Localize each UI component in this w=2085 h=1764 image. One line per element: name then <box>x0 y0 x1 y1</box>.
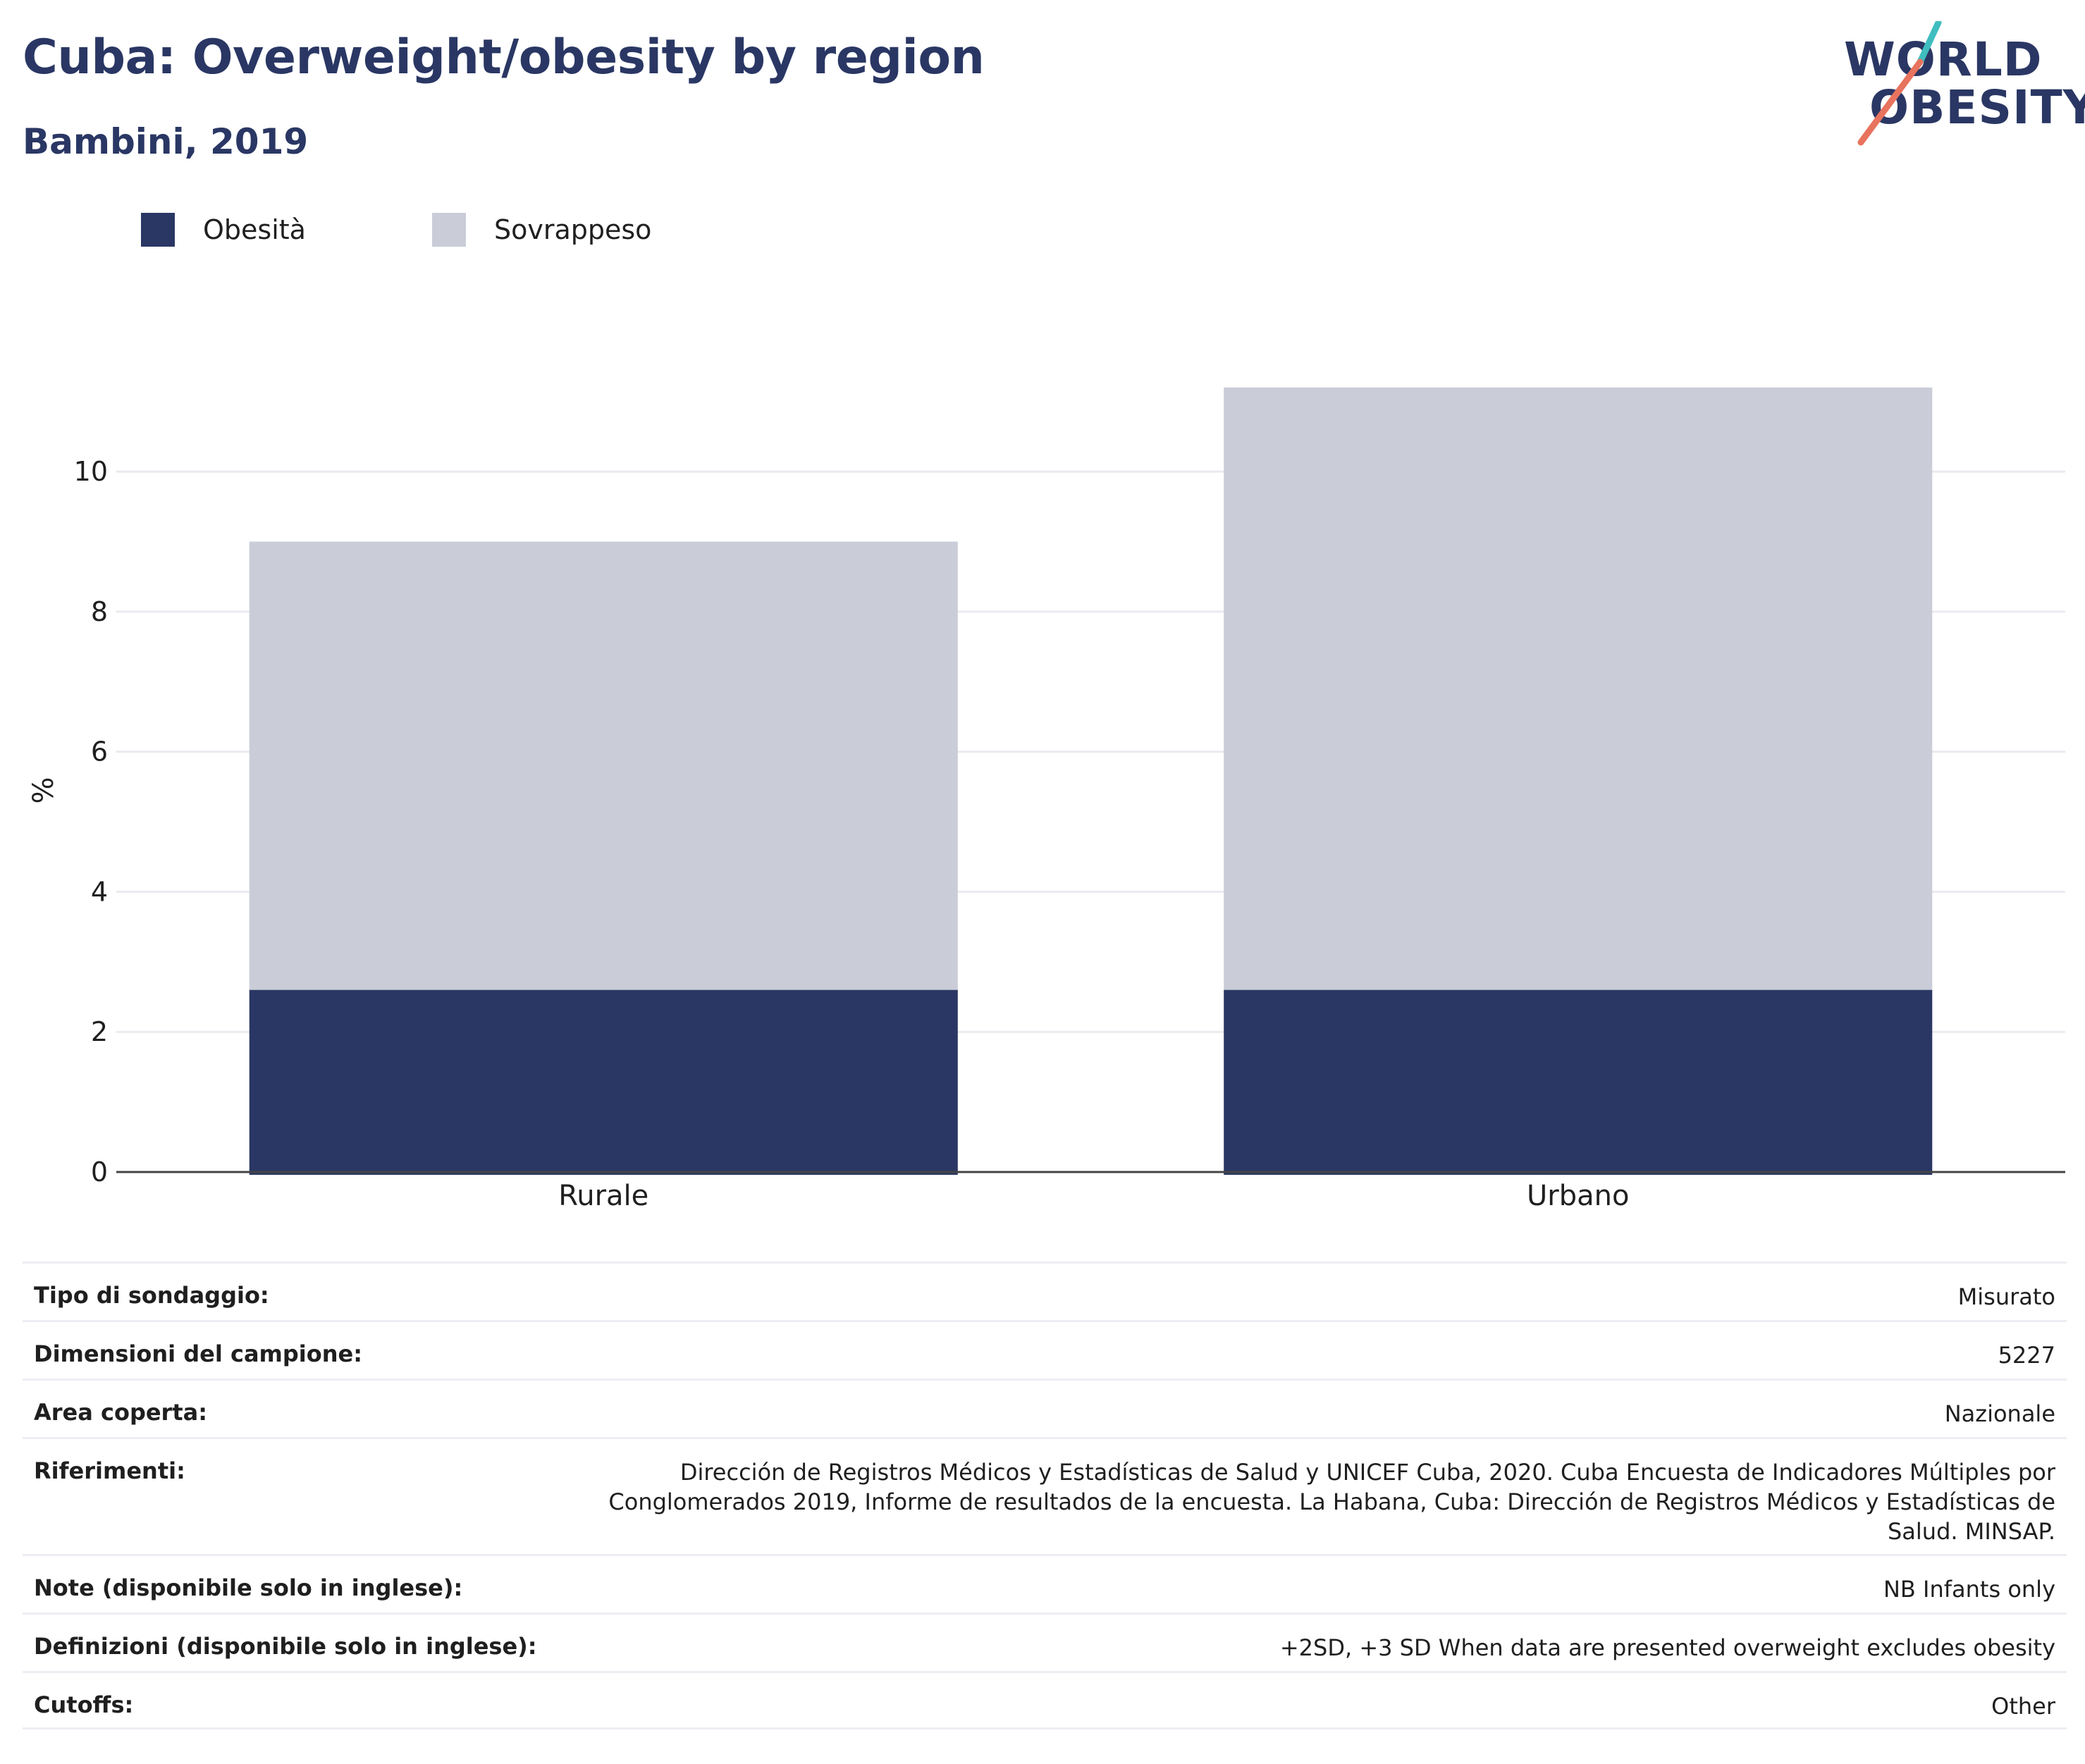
chart-subtitle: Bambini, 2019 <box>23 121 309 162</box>
x-tick-label: Urbano <box>1527 1180 1629 1212</box>
bar-overweight <box>249 541 958 990</box>
bar-overweight <box>1224 387 1933 990</box>
legend-label-obesity: Obesità <box>203 214 306 245</box>
info-key: Dimensioni del campione: <box>34 1340 363 1367</box>
info-value: Misurato <box>1957 1283 2055 1310</box>
info-value: +2SD, +3 SD When data are presented over… <box>1279 1634 2055 1661</box>
info-row-definitions: Definizioni (disponibile solo in inglese… <box>23 1612 2067 1671</box>
survey-info-table: Tipo di sondaggio: Misurato Dimensioni d… <box>23 1262 2067 1729</box>
bar-obesity <box>1224 989 1933 1175</box>
y-axis-title: % <box>27 777 60 803</box>
legend-swatch-overweight <box>432 213 466 247</box>
info-value: NB Infants only <box>1883 1576 2055 1603</box>
y-tick-label: 8 <box>91 596 108 627</box>
y-tick-label: 6 <box>91 736 108 767</box>
stacked-bar-chart: 0 2 4 6 8 10% Rurale Urbano <box>27 387 2065 1212</box>
info-value: Dirección de Registros Médicos y Estadís… <box>608 1459 2055 1545</box>
y-tick-label: 10 <box>74 456 108 487</box>
logo-line-1: WORLD <box>1844 32 2043 87</box>
y-tick-label: 4 <box>91 876 108 907</box>
info-key: Riferimenti: <box>34 1457 185 1484</box>
legend-swatch-obesity <box>141 213 175 247</box>
info-row-survey-type: Tipo di sondaggio: Misurato <box>23 1262 2067 1320</box>
bar-obesity <box>249 989 958 1175</box>
info-key: Area coperta: <box>34 1399 208 1426</box>
info-row-notes: Note (disponibile solo in inglese): NB I… <box>23 1554 2067 1612</box>
info-key: Cutoffs: <box>34 1691 134 1718</box>
info-row-references: Riferimenti: Dirección de Registros Médi… <box>23 1437 2067 1554</box>
world-obesity-logo[interactable]: WORLD OBESITY <box>1840 21 2085 148</box>
info-key: Note (disponibile solo in inglese): <box>34 1574 463 1601</box>
legend-item-overweight[interactable]: Sovrappeso <box>432 211 651 248</box>
y-tick-label: 0 <box>91 1157 108 1188</box>
info-value: 5227 <box>1998 1342 2055 1369</box>
legend-label-overweight: Sovrappeso <box>494 214 652 245</box>
info-row-area-covered: Area coperta: Nazionale <box>23 1378 2067 1437</box>
bars <box>249 387 1933 1175</box>
info-value: Nazionale <box>1944 1400 2055 1427</box>
legend-item-obesity[interactable]: Obesità <box>141 211 306 248</box>
info-row-sample-size: Dimensioni del campione: 5227 <box>23 1320 2067 1378</box>
info-key: Definizioni (disponibile solo in inglese… <box>34 1633 537 1660</box>
logo-slash-icon <box>1857 21 1942 146</box>
x-tick-label: Rurale <box>558 1180 648 1212</box>
info-key: Tipo di sondaggio: <box>34 1282 269 1309</box>
chart-title: Cuba: Overweight/obesity by region <box>23 30 985 85</box>
info-value: Other <box>1991 1693 2055 1720</box>
info-row-cutoffs: Cutoffs: Other <box>23 1671 2067 1729</box>
axes: 0 2 4 6 8 10% Rurale Urbano <box>27 456 2065 1212</box>
logo-line-2: OBESITY <box>1869 80 2085 135</box>
y-tick-label: 2 <box>91 1016 108 1047</box>
